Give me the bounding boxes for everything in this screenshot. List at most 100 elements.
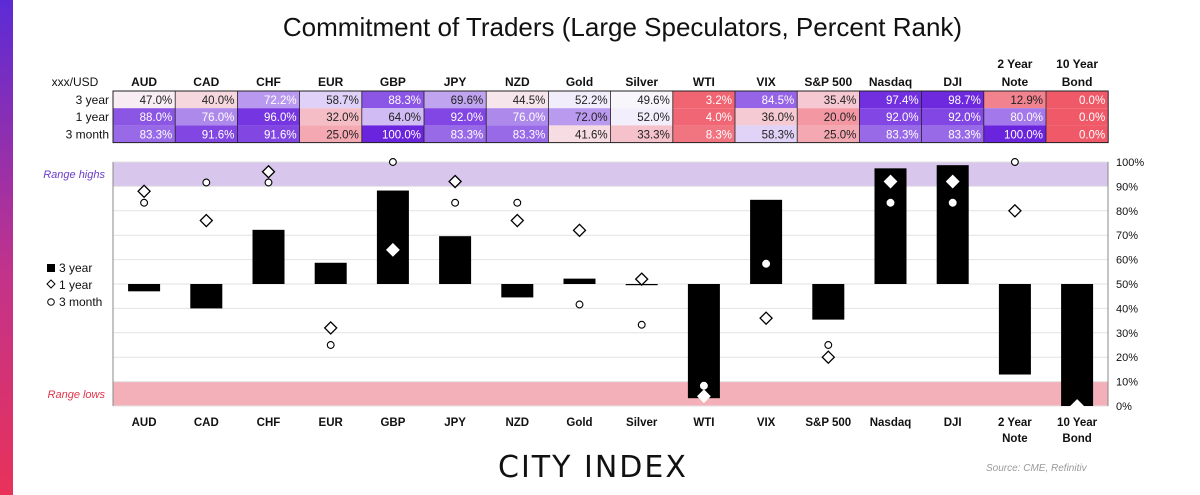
- bar-3year: [750, 199, 783, 284]
- table-cell: [486, 108, 549, 126]
- bar-3year: [812, 284, 845, 320]
- table-header-14-line2: Note: [1002, 75, 1029, 89]
- marker-3month: [326, 341, 335, 349]
- table-cell: [859, 91, 922, 109]
- marker-1year: [759, 311, 774, 326]
- table-cell-value: 49.6%: [637, 95, 670, 107]
- table-cell: [797, 125, 860, 143]
- bar-3year: [998, 284, 1031, 375]
- table-cell: [548, 91, 611, 109]
- x-category-label: 10 Year: [1057, 417, 1098, 429]
- x-category-label: JPY: [444, 417, 466, 429]
- marker-3month: [762, 259, 771, 268]
- table-cell-value: 44.5%: [513, 95, 546, 107]
- marker-3month: [264, 178, 273, 187]
- table-cell: [548, 125, 611, 143]
- marker-1year: [821, 350, 836, 365]
- y-tick-label: 30%: [1116, 328, 1138, 340]
- marker-3month: [1073, 402, 1082, 410]
- table-cell: [610, 91, 673, 109]
- brand-logo: CITY INDEX: [498, 450, 688, 485]
- marker-1year: [696, 389, 711, 404]
- x-category-label: Silver: [626, 417, 658, 429]
- bar-3year: [190, 284, 223, 309]
- table-cell: [735, 91, 798, 109]
- table-cell: [175, 108, 238, 126]
- bar-3year: [376, 190, 409, 284]
- table-header-2: CHF: [256, 75, 281, 89]
- legend-swatch-3year: [47, 264, 55, 272]
- marker-1year: [323, 321, 338, 335]
- legend-label-0: 3 year: [59, 261, 92, 275]
- table-header-7: Gold: [566, 75, 593, 89]
- x-category-label: S&P 500: [805, 417, 851, 429]
- table-cell: [548, 108, 611, 126]
- bar-3year: [687, 284, 720, 399]
- marker-1year: [572, 223, 587, 238]
- table-cell: [859, 108, 922, 126]
- table-cell: [983, 125, 1046, 143]
- table-cell: [361, 91, 424, 109]
- table-cell-value: 92.0%: [948, 112, 981, 124]
- source-note: Source: CME, Refinitiv: [986, 463, 1087, 474]
- table-cell: [113, 91, 176, 109]
- table-cell-value: 84.5%: [762, 95, 795, 107]
- table-cell-value: 52.0%: [637, 112, 670, 124]
- y-tick-label: 70%: [1116, 230, 1138, 242]
- table-cell: [299, 108, 362, 126]
- accent-bar: [0, 0, 13, 495]
- table-cell-value: 12.9%: [1010, 95, 1043, 107]
- y-tick-label: 20%: [1116, 352, 1138, 364]
- marker-1year: [1007, 203, 1022, 218]
- table-cell: [237, 125, 300, 143]
- table-cell-value: 83.3%: [513, 129, 546, 141]
- table-cell-value: 41.6%: [575, 129, 608, 141]
- marker-3month: [886, 198, 895, 207]
- y-tick-label: 60%: [1116, 255, 1138, 267]
- marker-3month: [575, 300, 584, 309]
- table-cell-value: 69.6%: [451, 95, 484, 107]
- table-cell: [610, 125, 673, 143]
- table-cell-value: 83.3%: [948, 129, 981, 141]
- table-cell-value: 47.0%: [140, 95, 173, 107]
- table-cell-value: 92.0%: [451, 112, 484, 124]
- table-cell-value: 96.0%: [264, 112, 297, 124]
- table-cell: [672, 108, 735, 126]
- marker-3month: [948, 198, 957, 207]
- table-cell: [859, 125, 922, 143]
- y-tick-label: 10%: [1116, 377, 1138, 389]
- table-cell-value: 0.0%: [1079, 129, 1105, 141]
- table-cell-value: 100.0%: [1004, 129, 1043, 141]
- table-header-8: Silver: [625, 75, 658, 89]
- table-cell-value: 3.2%: [706, 95, 732, 107]
- legend-label-2: 3 month: [59, 295, 102, 309]
- table-cell-value: 0.0%: [1079, 112, 1105, 124]
- table-cell: [983, 108, 1046, 126]
- table-cell-value: 92.0%: [886, 112, 919, 124]
- table-cell-value: 76.0%: [202, 112, 235, 124]
- table-cell: [361, 108, 424, 126]
- table-cell: [797, 108, 860, 126]
- table-cell: [921, 108, 984, 126]
- table-cell-value: 83.3%: [886, 129, 919, 141]
- marker-3month: [140, 198, 149, 207]
- table-cell-value: 35.4%: [824, 95, 857, 107]
- table-cell: [1046, 108, 1109, 126]
- bar-3year: [128, 284, 161, 292]
- x-category-label: Nasdaq: [870, 417, 912, 429]
- table-header-1: CAD: [193, 75, 219, 89]
- marker-1year: [448, 174, 463, 189]
- marker-3month: [202, 178, 211, 187]
- table-header-10: VIX: [756, 75, 775, 89]
- table-cell-value: 88.0%: [140, 112, 173, 124]
- table-cell: [672, 91, 735, 109]
- table-header-5: JPY: [444, 75, 467, 89]
- table-header-12: Nasdaq: [869, 75, 912, 89]
- table-cell: [424, 125, 487, 143]
- table-cell: [361, 125, 424, 143]
- x-category-label: CAD: [194, 417, 219, 429]
- marker-1year: [137, 184, 152, 199]
- table-row-label-1: 1 year: [76, 110, 109, 124]
- table-cell-value: 76.0%: [513, 112, 546, 124]
- table-cell-value: 98.7%: [948, 95, 981, 107]
